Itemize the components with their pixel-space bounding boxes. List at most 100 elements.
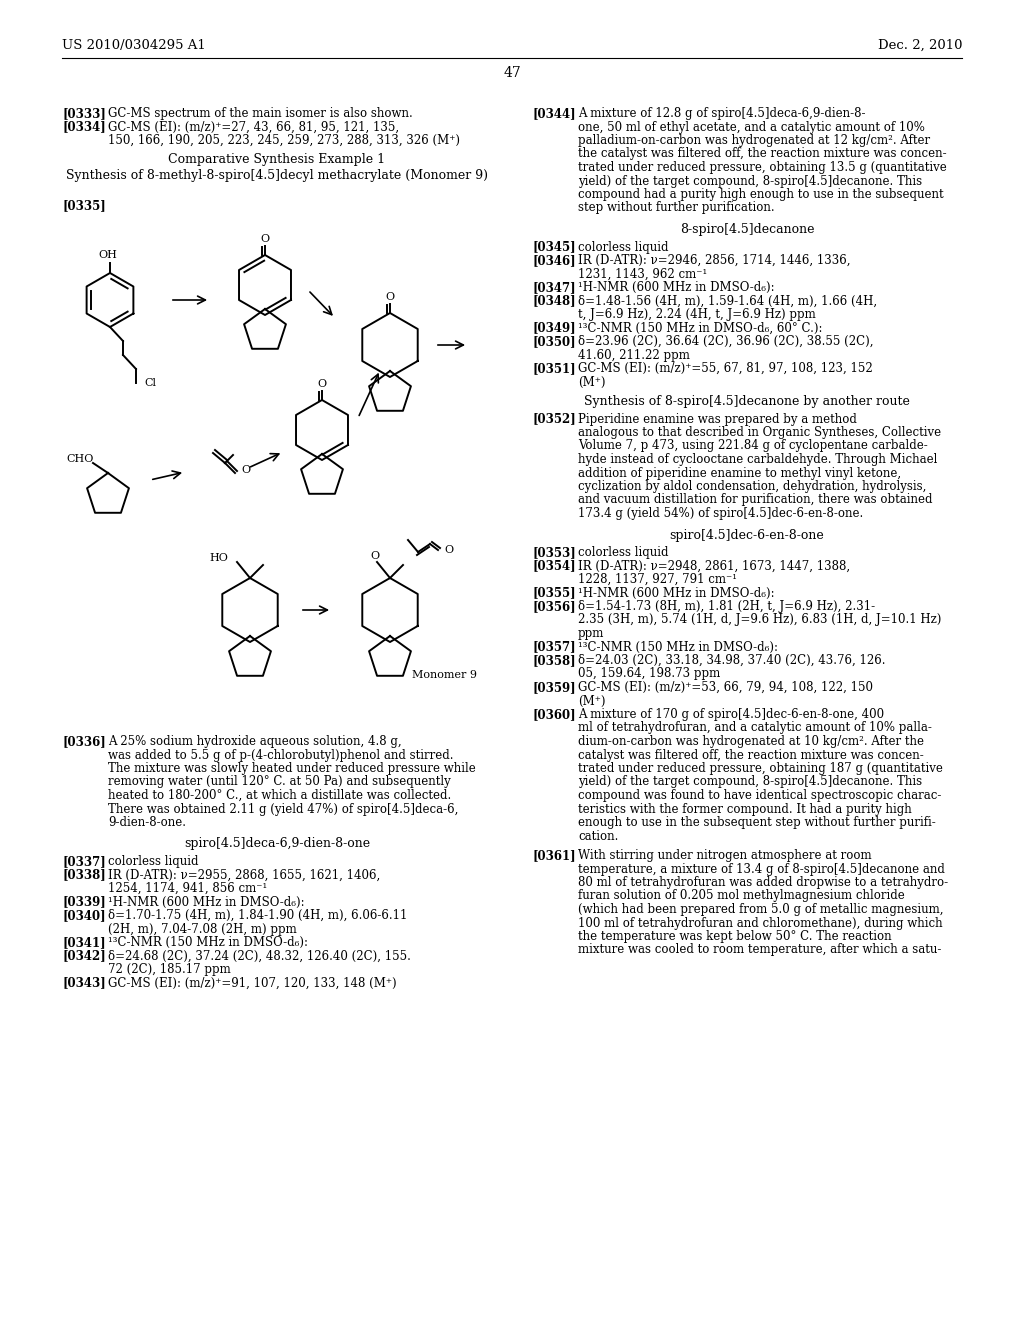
Text: [0340]: [0340] — [62, 909, 105, 921]
Text: catalyst was filtered off, the reaction mixture was concen-: catalyst was filtered off, the reaction … — [578, 748, 924, 762]
Text: 1254, 1174, 941, 856 cm⁻¹: 1254, 1174, 941, 856 cm⁻¹ — [108, 882, 267, 895]
Text: 173.4 g (yield 54%) of spiro[4.5]dec-6-en-8-one.: 173.4 g (yield 54%) of spiro[4.5]dec-6-e… — [578, 507, 863, 520]
Text: spiro[4.5]deca-6,9-dien-8-one: spiro[4.5]deca-6,9-dien-8-one — [184, 837, 370, 850]
Text: colorless liquid: colorless liquid — [578, 546, 669, 558]
Text: 72 (2C), 185.17 ppm: 72 (2C), 185.17 ppm — [108, 964, 230, 975]
Text: [0342]: [0342] — [62, 949, 105, 962]
Text: A mixture of 12.8 g of spiro[4.5]deca-6,9-dien-8-: A mixture of 12.8 g of spiro[4.5]deca-6,… — [578, 107, 865, 120]
Text: 47: 47 — [503, 66, 521, 81]
Text: analogous to that described in Organic Syntheses, Collective: analogous to that described in Organic S… — [578, 426, 941, 440]
Text: 100 ml of tetrahydrofuran and chloromethane), during which: 100 ml of tetrahydrofuran and chlorometh… — [578, 916, 943, 929]
Text: O: O — [260, 234, 269, 244]
Text: US 2010/0304295 A1: US 2010/0304295 A1 — [62, 38, 206, 51]
Text: [0347]: [0347] — [532, 281, 575, 294]
Text: (which had been prepared from 5.0 g of metallic magnesium,: (which had been prepared from 5.0 g of m… — [578, 903, 943, 916]
Text: GC-MS spectrum of the main isomer is also shown.: GC-MS spectrum of the main isomer is als… — [108, 107, 413, 120]
Text: yield) of the target compound, 8-spiro[4.5]decanone. This: yield) of the target compound, 8-spiro[4… — [578, 776, 923, 788]
Text: (M⁺): (M⁺) — [578, 375, 605, 388]
Text: 05, 159.64, 198.73 ppm: 05, 159.64, 198.73 ppm — [578, 668, 720, 681]
Text: [0334]: [0334] — [62, 120, 105, 133]
Text: GC-MS (EI): (m/z)⁺=91, 107, 120, 133, 148 (M⁺): GC-MS (EI): (m/z)⁺=91, 107, 120, 133, 14… — [108, 977, 396, 990]
Text: O: O — [371, 550, 380, 561]
Text: [0337]: [0337] — [62, 855, 105, 869]
Text: cyclization by aldol condensation, dehydration, hydrolysis,: cyclization by aldol condensation, dehyd… — [578, 480, 927, 492]
Text: t, J=6.9 Hz), 2.24 (4H, t, J=6.9 Hz) ppm: t, J=6.9 Hz), 2.24 (4H, t, J=6.9 Hz) ppm — [578, 308, 816, 321]
Text: GC-MS (EI): (m/z)⁺=27, 43, 66, 81, 95, 121, 135,: GC-MS (EI): (m/z)⁺=27, 43, 66, 81, 95, 1… — [108, 120, 399, 133]
Text: Monomer 9: Monomer 9 — [413, 671, 477, 680]
Text: A mixture of 170 g of spiro[4.5]dec-6-en-8-one, 400: A mixture of 170 g of spiro[4.5]dec-6-en… — [578, 708, 884, 721]
Text: [0356]: [0356] — [532, 601, 575, 612]
Text: Synthesis of 8-methyl-8-spiro[4.5]decyl methacrylate (Monomer 9): Synthesis of 8-methyl-8-spiro[4.5]decyl … — [66, 169, 488, 182]
Text: [0338]: [0338] — [62, 869, 105, 882]
Text: [0339]: [0339] — [62, 895, 105, 908]
Text: [0348]: [0348] — [532, 294, 575, 308]
Text: hyde instead of cyclooctane carbaldehyde. Through Michael: hyde instead of cyclooctane carbaldehyde… — [578, 453, 937, 466]
Text: (M⁺): (M⁺) — [578, 694, 605, 708]
Text: IR (D-ATR): ν=2955, 2868, 1655, 1621, 1406,: IR (D-ATR): ν=2955, 2868, 1655, 1621, 14… — [108, 869, 380, 882]
Text: mixture was cooled to room temperature, after which a satu-: mixture was cooled to room temperature, … — [578, 944, 941, 957]
Text: O: O — [317, 379, 327, 389]
Text: 1228, 1137, 927, 791 cm⁻¹: 1228, 1137, 927, 791 cm⁻¹ — [578, 573, 737, 586]
Text: O: O — [444, 545, 454, 554]
Text: [0360]: [0360] — [532, 708, 575, 721]
Text: [0357]: [0357] — [532, 640, 575, 653]
Text: [0346]: [0346] — [532, 253, 575, 267]
Text: Synthesis of 8-spiro[4.5]decanone by another route: Synthesis of 8-spiro[4.5]decanone by ano… — [584, 395, 910, 408]
Text: 41.60, 211.22 ppm: 41.60, 211.22 ppm — [578, 348, 690, 362]
Text: 8-spiro[4.5]decanone: 8-spiro[4.5]decanone — [680, 223, 814, 236]
Text: the temperature was kept below 50° C. The reaction: the temperature was kept below 50° C. Th… — [578, 931, 892, 942]
Text: [0333]: [0333] — [62, 107, 105, 120]
Text: O: O — [241, 465, 250, 475]
Text: HO: HO — [209, 553, 228, 564]
Text: Piperidine enamine was prepared by a method: Piperidine enamine was prepared by a met… — [578, 412, 857, 425]
Text: one, 50 ml of ethyl acetate, and a catalytic amount of 10%: one, 50 ml of ethyl acetate, and a catal… — [578, 120, 925, 133]
Text: δ=23.96 (2C), 36.64 (2C), 36.96 (2C), 38.55 (2C),: δ=23.96 (2C), 36.64 (2C), 36.96 (2C), 38… — [578, 335, 873, 348]
Text: heated to 180-200° C., at which a distillate was collected.: heated to 180-200° C., at which a distil… — [108, 789, 452, 803]
Text: Dec. 2, 2010: Dec. 2, 2010 — [878, 38, 962, 51]
Text: δ=1.48-1.56 (4H, m), 1.59-1.64 (4H, m), 1.66 (4H,: δ=1.48-1.56 (4H, m), 1.59-1.64 (4H, m), … — [578, 294, 878, 308]
Text: There was obtained 2.11 g (yield 47%) of spiro[4.5]deca-6,: There was obtained 2.11 g (yield 47%) of… — [108, 803, 459, 816]
Text: trated under reduced pressure, obtaining 13.5 g (quantitative: trated under reduced pressure, obtaining… — [578, 161, 947, 174]
Text: compound was found to have identical spectroscopic charac-: compound was found to have identical spe… — [578, 789, 941, 803]
Text: yield) of the target compound, 8-spiro[4.5]decanone. This: yield) of the target compound, 8-spiro[4… — [578, 174, 923, 187]
Text: [0351]: [0351] — [532, 362, 575, 375]
Text: (2H, m), 7.04-7.08 (2H, m) ppm: (2H, m), 7.04-7.08 (2H, m) ppm — [108, 923, 297, 936]
Text: [0336]: [0336] — [62, 735, 105, 748]
Text: δ=24.03 (2C), 33.18, 34.98, 37.40 (2C), 43.76, 126.: δ=24.03 (2C), 33.18, 34.98, 37.40 (2C), … — [578, 653, 886, 667]
Text: trated under reduced pressure, obtaining 187 g (quantitative: trated under reduced pressure, obtaining… — [578, 762, 943, 775]
Text: IR (D-ATR): ν=2948, 2861, 1673, 1447, 1388,: IR (D-ATR): ν=2948, 2861, 1673, 1447, 13… — [578, 560, 850, 573]
Text: ¹³C-NMR (150 MHz in DMSO-d₆):: ¹³C-NMR (150 MHz in DMSO-d₆): — [578, 640, 778, 653]
Text: 1231, 1143, 962 cm⁻¹: 1231, 1143, 962 cm⁻¹ — [578, 268, 708, 281]
Text: ¹H-NMR (600 MHz in DMSO-d₆):: ¹H-NMR (600 MHz in DMSO-d₆): — [578, 281, 774, 294]
Text: δ=24.68 (2C), 37.24 (2C), 48.32, 126.40 (2C), 155.: δ=24.68 (2C), 37.24 (2C), 48.32, 126.40 … — [108, 949, 411, 962]
Text: [0350]: [0350] — [532, 335, 575, 348]
Text: [0354]: [0354] — [532, 560, 575, 573]
Text: Volume 7, p 473, using 221.84 g of cyclopentane carbalde-: Volume 7, p 473, using 221.84 g of cyclo… — [578, 440, 928, 453]
Text: enough to use in the subsequent step without further purifi-: enough to use in the subsequent step wit… — [578, 816, 936, 829]
Text: ml of tetrahydrofuran, and a catalytic amount of 10% palla-: ml of tetrahydrofuran, and a catalytic a… — [578, 722, 932, 734]
Text: [0341]: [0341] — [62, 936, 105, 949]
Text: palladium-on-carbon was hydrogenated at 12 kg/cm². After: palladium-on-carbon was hydrogenated at … — [578, 135, 930, 147]
Text: colorless liquid: colorless liquid — [578, 240, 669, 253]
Text: compound had a purity high enough to use in the subsequent: compound had a purity high enough to use… — [578, 187, 944, 201]
Text: [0359]: [0359] — [532, 681, 575, 694]
Text: IR (D-ATR): ν=2946, 2856, 1714, 1446, 1336,: IR (D-ATR): ν=2946, 2856, 1714, 1446, 13… — [578, 253, 851, 267]
Text: ppm: ppm — [578, 627, 604, 640]
Text: δ=1.54-1.73 (8H, m), 1.81 (2H, t, J=6.9 Hz), 2.31-: δ=1.54-1.73 (8H, m), 1.81 (2H, t, J=6.9 … — [578, 601, 876, 612]
Text: spiro[4.5]dec-6-en-8-one: spiro[4.5]dec-6-en-8-one — [670, 528, 824, 541]
Text: CHO: CHO — [67, 454, 93, 465]
Text: GC-MS (EI): (m/z)⁺=55, 67, 81, 97, 108, 123, 152: GC-MS (EI): (m/z)⁺=55, 67, 81, 97, 108, … — [578, 362, 872, 375]
Text: addition of piperidine enamine to methyl vinyl ketone,: addition of piperidine enamine to methyl… — [578, 466, 901, 479]
Text: was added to 5.5 g of p-(4-chlorobutyl)phenol and stirred.: was added to 5.5 g of p-(4-chlorobutyl)p… — [108, 748, 454, 762]
Text: OH: OH — [98, 249, 118, 260]
Text: O: O — [385, 292, 394, 302]
Text: [0343]: [0343] — [62, 977, 105, 990]
Text: ¹H-NMR (600 MHz in DMSO-d₆):: ¹H-NMR (600 MHz in DMSO-d₆): — [108, 895, 304, 908]
Text: [0355]: [0355] — [532, 586, 575, 599]
Text: ¹H-NMR (600 MHz in DMSO-d₆):: ¹H-NMR (600 MHz in DMSO-d₆): — [578, 586, 774, 599]
Text: 9-dien-8-one.: 9-dien-8-one. — [108, 816, 186, 829]
Text: ¹³C-NMR (150 MHz in DMSO-d₆, 60° C.):: ¹³C-NMR (150 MHz in DMSO-d₆, 60° C.): — [578, 322, 822, 334]
Text: 2.35 (3H, m), 5.74 (1H, d, J=9.6 Hz), 6.83 (1H, d, J=10.1 Hz): 2.35 (3H, m), 5.74 (1H, d, J=9.6 Hz), 6.… — [578, 614, 941, 627]
Text: The mixture was slowly heated under reduced pressure while: The mixture was slowly heated under redu… — [108, 762, 476, 775]
Text: Comparative Synthesis Example 1: Comparative Synthesis Example 1 — [168, 153, 386, 165]
